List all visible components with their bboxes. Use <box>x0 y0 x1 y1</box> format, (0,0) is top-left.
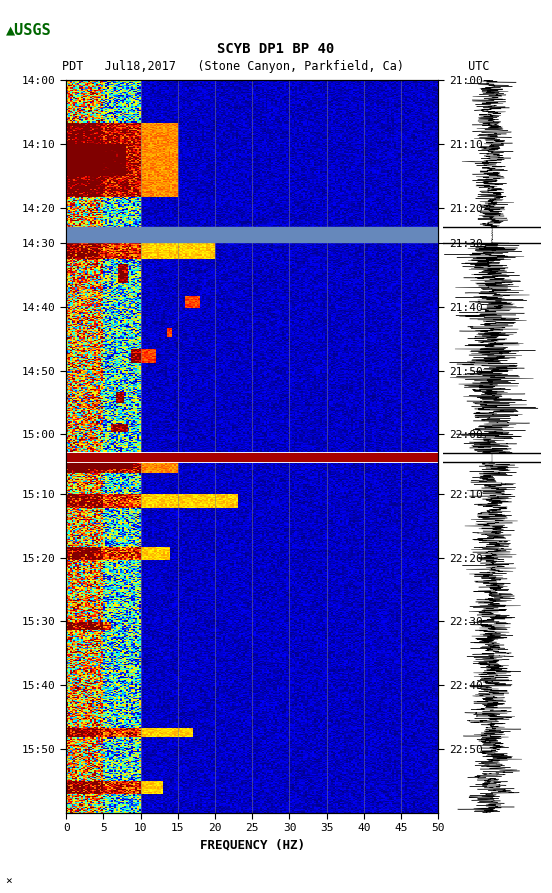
Text: SCYB DP1 BP 40: SCYB DP1 BP 40 <box>217 42 335 56</box>
Text: ×: × <box>6 876 12 886</box>
Bar <box>66 227 438 242</box>
Text: ▲USGS: ▲USGS <box>6 22 51 38</box>
X-axis label: FREQUENCY (HZ): FREQUENCY (HZ) <box>200 839 305 852</box>
Bar <box>66 453 438 462</box>
Text: PDT   Jul18,2017   (Stone Canyon, Parkfield, Ca)         UTC: PDT Jul18,2017 (Stone Canyon, Parkfield,… <box>62 61 490 73</box>
